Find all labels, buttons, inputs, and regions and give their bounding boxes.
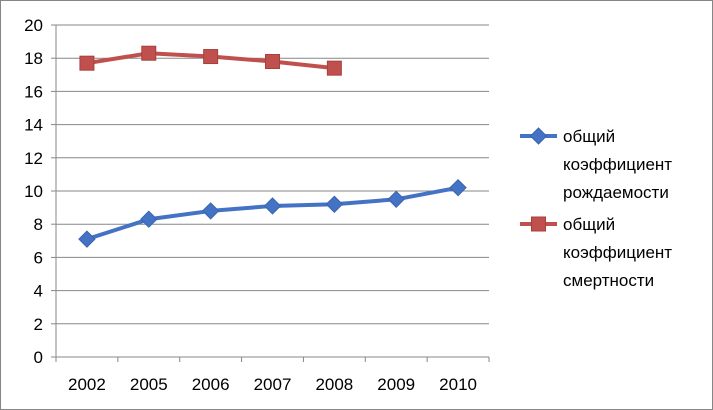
x-tick-label: 2009 — [377, 375, 415, 394]
y-tick-label: 20 — [24, 16, 43, 35]
series-2 — [79, 45, 342, 76]
plot-series — [78, 45, 467, 248]
y-tick-label: 8 — [34, 215, 43, 234]
data-point — [326, 60, 342, 76]
y-tick-label: 14 — [24, 116, 43, 135]
y-tick-label: 2 — [34, 315, 43, 334]
y-tick-label: 18 — [24, 49, 43, 68]
legend-marker — [531, 216, 546, 232]
y-tick-label: 6 — [34, 248, 43, 267]
data-point — [140, 210, 158, 228]
data-point — [141, 45, 157, 61]
data-point — [79, 55, 95, 71]
y-tick-label: 4 — [34, 282, 43, 301]
x-tick-label: 2008 — [315, 375, 353, 394]
legend: общий коэффициент рождаемости общий коэффици… — [520, 127, 672, 290]
y-tick-label: 12 — [24, 149, 43, 168]
y-tick-label: 10 — [24, 182, 43, 201]
legend-label: общий — [563, 127, 615, 146]
x-tick-label: 2010 — [439, 375, 477, 394]
data-point — [203, 49, 219, 65]
y-tick-label: 16 — [24, 82, 43, 101]
legend-label: коэффициент — [563, 155, 672, 174]
data-point — [265, 54, 280, 70]
data-point — [325, 195, 344, 213]
series-1 — [78, 178, 467, 248]
data-point — [201, 202, 220, 220]
x-tick-label: 2007 — [254, 375, 292, 394]
data-point — [387, 190, 405, 209]
x-tick-label: 2002 — [68, 375, 106, 394]
data-point — [449, 178, 467, 197]
data-point — [78, 230, 96, 248]
gridlines — [56, 24, 489, 325]
x-axis-tick-labels: 2002 2005 2006 2007 2008 2009 2010 — [68, 375, 477, 394]
legend-label: коэффициент — [563, 243, 672, 262]
y-axis-tick-labels: 0 2 4 6 8 10 12 14 16 18 20 — [24, 16, 43, 367]
y-tick-label: 0 — [34, 348, 43, 367]
axes — [51, 24, 490, 362]
legend-entry-1: общий коэффициент рождаемости — [520, 127, 672, 202]
legend-marker — [529, 127, 548, 145]
x-tick-label: 2006 — [192, 375, 230, 394]
legend-label: рождаемости — [563, 183, 669, 202]
legend-label: смертности — [563, 271, 654, 290]
data-point — [263, 197, 282, 215]
legend-entry-2: общий коэффициент смертности — [520, 215, 672, 290]
legend-label: общий — [563, 215, 615, 234]
x-tick-label: 2005 — [130, 375, 168, 394]
